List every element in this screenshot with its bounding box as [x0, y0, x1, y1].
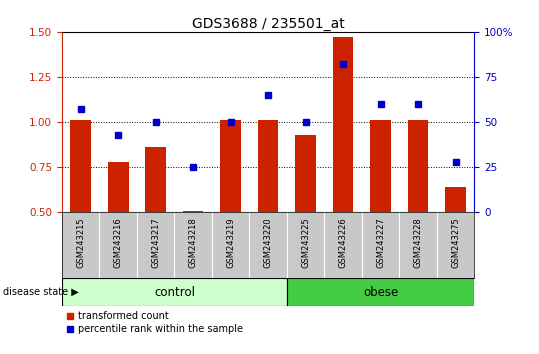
Bar [258, 120, 279, 212]
Bar [445, 187, 466, 212]
Text: obese: obese [363, 286, 398, 298]
Bar [370, 120, 391, 212]
Bar [146, 147, 166, 212]
Text: GSM243215: GSM243215 [76, 218, 85, 268]
Bar [183, 211, 204, 212]
Text: GSM243219: GSM243219 [226, 218, 235, 268]
Text: GSM243218: GSM243218 [189, 218, 198, 268]
Bar [108, 162, 128, 212]
Text: GSM243228: GSM243228 [413, 218, 423, 268]
Text: GSM243225: GSM243225 [301, 218, 310, 268]
Legend: transformed count, percentile rank within the sample: transformed count, percentile rank withi… [67, 311, 243, 334]
Bar [71, 120, 91, 212]
Text: GSM243217: GSM243217 [151, 218, 160, 268]
Title: GDS3688 / 235501_at: GDS3688 / 235501_at [192, 17, 344, 31]
Text: GSM243227: GSM243227 [376, 218, 385, 268]
Text: GSM243275: GSM243275 [451, 218, 460, 268]
Text: GSM243226: GSM243226 [338, 218, 348, 268]
Bar [62, 278, 287, 306]
Text: GSM243216: GSM243216 [114, 218, 123, 268]
Text: disease state ▶: disease state ▶ [3, 287, 79, 297]
Text: control: control [154, 286, 195, 298]
Bar [408, 120, 429, 212]
Bar [333, 37, 354, 212]
Bar [220, 120, 241, 212]
Bar [287, 278, 474, 306]
Bar [295, 135, 316, 212]
Text: GSM243220: GSM243220 [264, 218, 273, 268]
